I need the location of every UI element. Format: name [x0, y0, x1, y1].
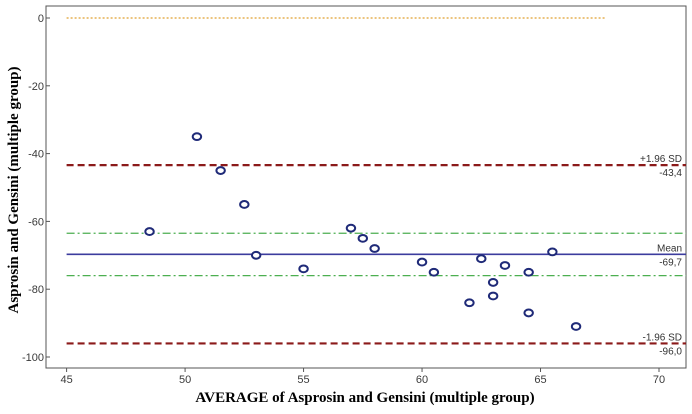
- data-point-13: [476, 254, 487, 264]
- x-axis-ticks: 45 50 55 60 65 70: [60, 368, 665, 386]
- data-point-15: [487, 291, 499, 301]
- y-tick-label: -40: [28, 149, 44, 161]
- data-point-20: [570, 322, 582, 331]
- data-point-12: [464, 298, 475, 308]
- ref-value-lower-loa: -96,0: [659, 346, 682, 357]
- ref-value-mean: -69,7: [659, 257, 682, 268]
- y-tick-label: -100: [22, 352, 44, 364]
- data-point-4: [239, 200, 250, 209]
- data-point-2: [191, 132, 203, 142]
- data-point-6: [298, 264, 309, 274]
- plot-area-frame: [45, 5, 687, 369]
- data-point-11: [428, 267, 440, 277]
- x-tick-label: 70: [653, 374, 665, 386]
- data-point-14: [487, 278, 499, 287]
- y-tick-label: -80: [28, 284, 44, 296]
- data-point-17: [523, 267, 534, 277]
- data-point-10: [416, 257, 428, 267]
- data-point-9: [369, 244, 380, 253]
- data-point-19: [547, 247, 558, 257]
- x-tick-label: 50: [179, 374, 191, 386]
- ref-label-mean: Mean: [657, 243, 682, 254]
- data-point-18: [523, 308, 534, 318]
- x-tick-label: 45: [60, 374, 72, 386]
- data-point-8: [357, 233, 368, 243]
- data-point-16: [499, 261, 511, 270]
- x-tick-label: 55: [297, 374, 309, 386]
- y-tick-label: 0: [38, 13, 44, 25]
- ref-value-upper-loa: -43,4: [659, 168, 682, 179]
- x-tick-label: 60: [416, 374, 428, 386]
- y-axis-ticks: 0 -20 -40 -60 -80 -100: [22, 13, 50, 364]
- y-axis-title: Asprosin and Gensini (multiple group): [6, 66, 22, 313]
- ref-label-upper-loa: +1.96 SD: [640, 154, 682, 165]
- ref-label-lower-loa: -1.96 SD: [643, 332, 682, 343]
- data-point-7: [345, 223, 357, 233]
- data-point-5: [250, 250, 262, 260]
- x-axis-title: AVERAGE of Asprosin and Gensini (multipl…: [195, 390, 534, 406]
- y-tick-label: -20: [28, 81, 44, 93]
- reference-lines: +1.96 SD -43,4 Mean -69,7 -1.96 SD -96,0: [66, 17, 686, 357]
- data-point-3: [215, 166, 226, 175]
- x-tick-label: 65: [534, 374, 546, 386]
- data-points: [144, 132, 582, 331]
- y-tick-label: -60: [28, 216, 44, 228]
- data-point-1: [144, 227, 155, 236]
